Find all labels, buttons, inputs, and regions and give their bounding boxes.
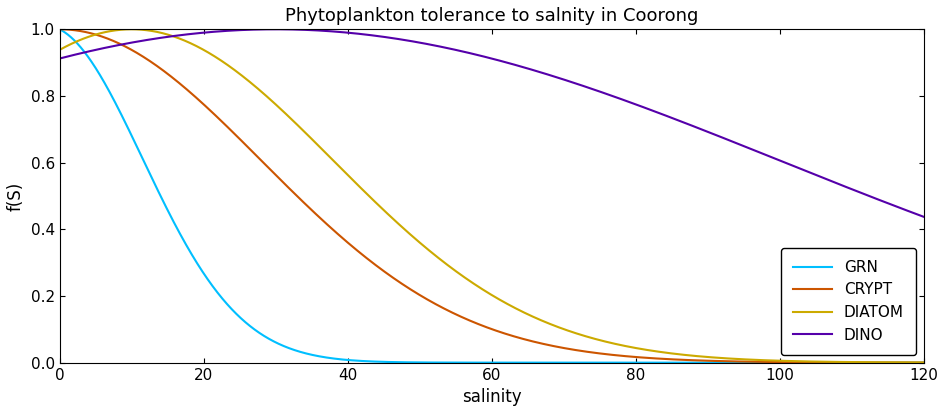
DIATOM <box>126 27 137 32</box>
GRN <box>204 279 215 284</box>
Line: GRN: GRN <box>59 29 922 363</box>
CRYPT <box>807 360 818 365</box>
DIATOM <box>423 247 434 252</box>
DIATOM <box>807 359 818 364</box>
GRN <box>385 360 396 365</box>
DINO <box>807 172 818 177</box>
DINO <box>152 36 163 41</box>
DIATOM <box>204 51 215 56</box>
Line: DIATOM: DIATOM <box>59 29 922 363</box>
CRYPT <box>204 107 215 112</box>
CRYPT <box>385 274 396 279</box>
CRYPT <box>900 360 911 365</box>
GRN <box>54 27 65 32</box>
Y-axis label: f(S): f(S) <box>7 181 25 211</box>
DINO <box>385 36 396 40</box>
DINO <box>54 56 65 61</box>
Legend: GRN, CRYPT, DIATOM, DINO: GRN, CRYPT, DIATOM, DINO <box>781 248 915 355</box>
DINO <box>917 214 928 219</box>
CRYPT <box>54 27 65 32</box>
GRN <box>917 360 928 365</box>
GRN <box>900 360 911 365</box>
X-axis label: salinity: salinity <box>462 388 521 406</box>
DINO <box>204 30 215 35</box>
Line: CRYPT: CRYPT <box>59 29 922 363</box>
DIATOM <box>153 30 164 35</box>
DINO <box>270 27 281 32</box>
Title: Phytoplankton tolerance to salnity in Coorong: Phytoplankton tolerance to salnity in Co… <box>285 7 698 25</box>
DIATOM <box>901 360 912 365</box>
CRYPT <box>152 64 163 69</box>
GRN <box>422 360 433 365</box>
DIATOM <box>917 360 928 365</box>
DIATOM <box>385 215 396 220</box>
Line: DINO: DINO <box>59 29 922 217</box>
GRN <box>807 360 818 365</box>
CRYPT <box>422 298 433 303</box>
DINO <box>423 42 434 47</box>
DINO <box>901 208 912 213</box>
GRN <box>152 189 163 194</box>
CRYPT <box>917 360 928 365</box>
DIATOM <box>54 47 65 52</box>
